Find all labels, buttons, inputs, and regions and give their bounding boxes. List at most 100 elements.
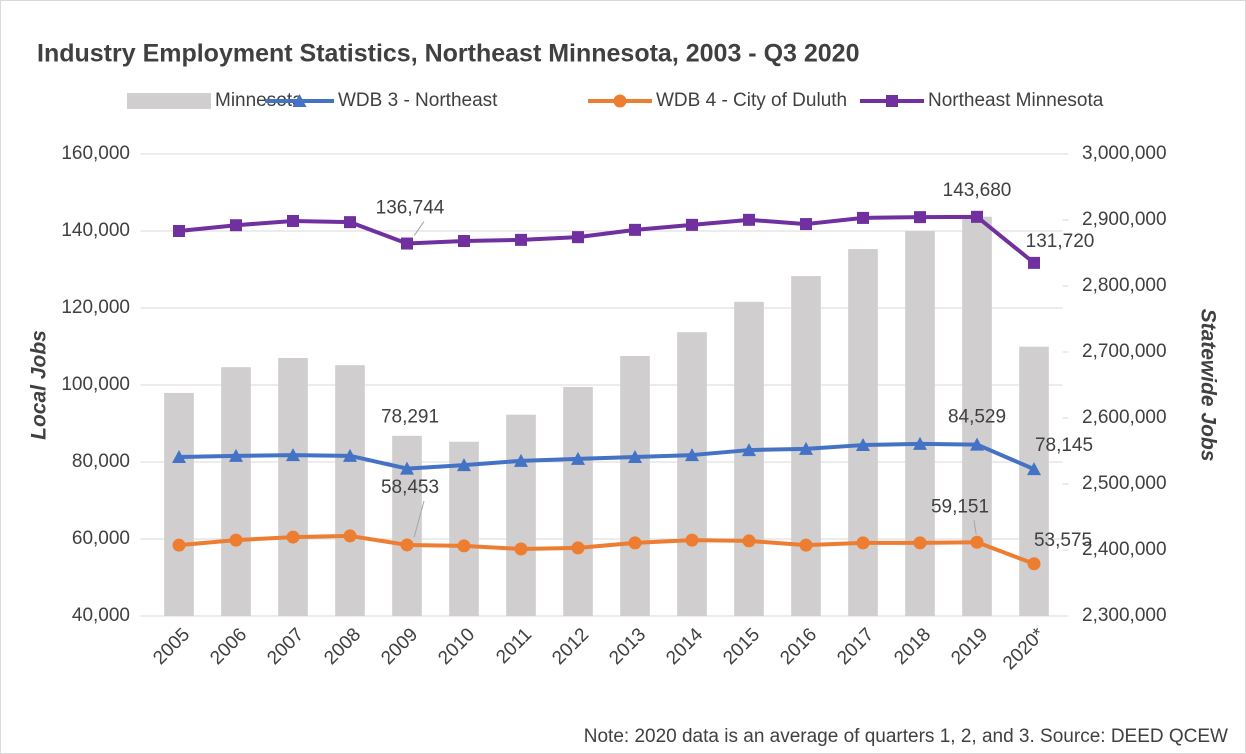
marker (1027, 462, 1041, 476)
line (178, 441, 1035, 471)
marker (970, 535, 984, 549)
legend-swatch (127, 93, 211, 109)
marker (913, 536, 927, 550)
y-tick-label: 80,000 (72, 451, 130, 472)
marker (799, 538, 813, 552)
y2-tick-label: 2,800,000 (1082, 275, 1167, 296)
marker (400, 461, 414, 475)
marker (856, 438, 870, 452)
marker (344, 216, 356, 229)
y-tick-label: 40,000 (72, 605, 130, 626)
marker (628, 449, 642, 463)
legend-label: Minnesota (215, 90, 303, 111)
bar (506, 414, 536, 616)
bar (278, 357, 308, 616)
marker (514, 542, 528, 556)
marker (685, 448, 699, 462)
marker (286, 448, 300, 462)
bar (620, 355, 650, 616)
marker (457, 458, 471, 472)
bar (677, 332, 707, 616)
y2-axis-title: Statewide Jobs (1196, 309, 1219, 462)
y2-tick-label: 3,000,000 (1082, 143, 1167, 164)
y-tick-label: 140,000 (61, 220, 130, 241)
legend-marker (292, 94, 307, 107)
y2-tick-label: 2,700,000 (1082, 341, 1167, 362)
marker (1027, 557, 1041, 571)
chart-title: Industry Employment Statistics, Northeas… (37, 40, 859, 68)
data-label: 78,145 (1035, 435, 1093, 456)
marker (458, 235, 470, 248)
marker (913, 436, 927, 450)
data-label: 84,529 (948, 407, 1006, 428)
bar (164, 392, 194, 616)
marker (287, 214, 299, 227)
legend-label: WDB 3 - Northeast (338, 90, 498, 111)
marker (400, 538, 414, 552)
marker (686, 218, 698, 231)
marker (628, 536, 642, 550)
marker (571, 541, 585, 555)
bar (563, 386, 593, 616)
marker (914, 211, 926, 224)
data-label: 143,680 (943, 180, 1012, 201)
y2-tick-label: 2,600,000 (1082, 407, 1167, 428)
data-label: 136,744 (376, 198, 445, 219)
data-label: 58,453 (381, 477, 439, 498)
data-label: 53,575 (1034, 530, 1092, 551)
y2-tick-label: 2,300,000 (1082, 605, 1167, 626)
data-label: 131,720 (1026, 231, 1095, 252)
marker (172, 538, 186, 552)
y2-tick-label: 2,400,000 (1082, 539, 1167, 560)
marker (743, 213, 755, 226)
legend-marker (613, 94, 627, 108)
leader-line (413, 500, 425, 538)
marker (229, 533, 243, 547)
legend-marker (886, 95, 898, 107)
y-tick-label: 100,000 (61, 374, 130, 395)
marker (514, 453, 528, 467)
marker (172, 449, 186, 463)
y-axis-title: Local Jobs (28, 330, 51, 440)
marker (685, 533, 699, 547)
bar (905, 231, 935, 616)
marker (286, 530, 300, 544)
marker (970, 437, 984, 451)
line (178, 214, 1036, 265)
marker (401, 237, 413, 250)
y-tick-label: 160,000 (61, 143, 130, 164)
bar (848, 249, 878, 617)
marker (343, 529, 357, 543)
marker (857, 211, 869, 224)
marker (971, 210, 983, 223)
marker (799, 441, 813, 455)
marker (629, 223, 641, 236)
data-label: 78,291 (381, 407, 439, 428)
bar (221, 367, 251, 616)
marker (742, 443, 756, 457)
marker (856, 536, 870, 550)
data-label: 59,151 (931, 496, 989, 517)
legend-label: WDB 4 - City of Duluth (656, 90, 847, 111)
marker (571, 451, 585, 465)
marker (742, 534, 756, 548)
bar (335, 365, 365, 616)
marker (229, 448, 243, 462)
marker (572, 231, 584, 244)
marker (173, 225, 185, 237)
marker (457, 539, 471, 553)
line (178, 533, 1035, 566)
marker (343, 448, 357, 462)
bar (1019, 346, 1049, 616)
y-tick-label: 60,000 (72, 528, 130, 549)
marker (1028, 256, 1040, 269)
leader-line (973, 520, 977, 535)
marker (800, 218, 812, 231)
y2-tick-label: 2,500,000 (1082, 473, 1167, 494)
leader-line (413, 221, 425, 236)
marker (230, 219, 242, 232)
legend-label: Northeast Minnesota (928, 90, 1104, 111)
y2-tick-label: 2,900,000 (1082, 209, 1167, 230)
y-tick-label: 120,000 (61, 297, 130, 318)
